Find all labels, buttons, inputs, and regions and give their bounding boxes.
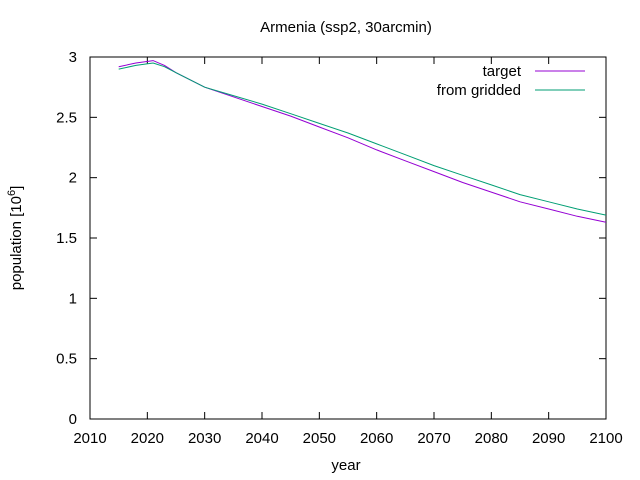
y-axis-label: population [106]	[6, 186, 25, 291]
series-line-target	[118, 60, 607, 223]
plot-frame	[89, 56, 607, 420]
legend-label-from-gridded: from gridded	[437, 82, 521, 99]
y-tick-label: 2	[69, 170, 77, 187]
x-tick-label: 2030	[188, 430, 221, 447]
x-tick-label: 2020	[131, 430, 164, 447]
axis-ticks	[89, 56, 607, 420]
y-tick-label: 2.5	[56, 109, 77, 126]
legend: target from gridded	[437, 63, 585, 99]
y-tick-label: 3	[69, 49, 77, 66]
x-tick-label: 2050	[303, 430, 336, 447]
series-line-from-gridded	[118, 62, 607, 216]
y-tick-label: 0.5	[56, 351, 77, 368]
tick-labels: 2010 2020 2030 2040 2050 2060 2070 2080 2090 2100…	[56, 49, 623, 447]
legend-label-target: target	[483, 63, 522, 80]
x-tick-label: 2060	[360, 430, 393, 447]
x-axis-label: year	[331, 457, 360, 474]
x-tick-label: 2010	[73, 430, 106, 447]
y-tick-label: 0	[69, 411, 77, 428]
x-tick-label: 2100	[589, 430, 622, 447]
series-lines	[118, 60, 607, 223]
x-tick-label: 2080	[475, 430, 508, 447]
x-tick-label: 2090	[532, 430, 565, 447]
chart-title: Armenia (ssp2, 30arcmin)	[260, 19, 432, 36]
x-tick-label: 2070	[417, 430, 450, 447]
y-tick-label: 1	[69, 290, 77, 307]
x-tick-label: 2040	[245, 430, 278, 447]
y-tick-label: 1.5	[56, 230, 77, 247]
